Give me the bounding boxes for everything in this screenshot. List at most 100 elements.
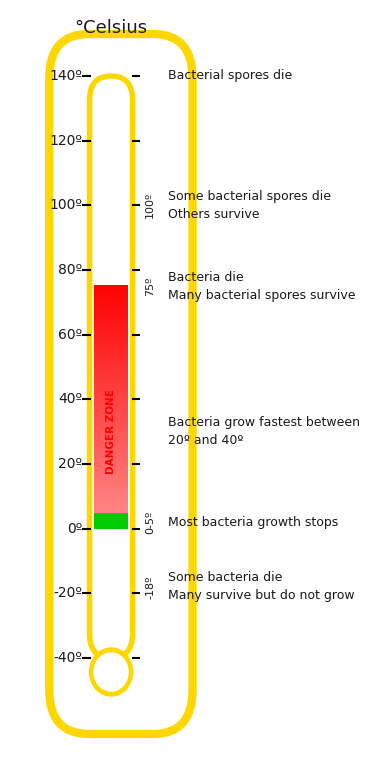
Bar — [94, 360, 128, 365]
Text: 100º: 100º — [50, 199, 83, 213]
Bar — [94, 339, 128, 344]
Bar — [94, 352, 128, 356]
Bar — [94, 379, 128, 383]
Bar — [94, 452, 128, 456]
Bar — [94, 445, 128, 450]
Bar — [94, 430, 128, 435]
Text: 0-5º: 0-5º — [145, 511, 155, 534]
Text: °Celsius: °Celsius — [74, 19, 147, 37]
Bar — [94, 449, 128, 453]
Bar — [94, 366, 128, 371]
Bar — [94, 479, 128, 483]
Bar — [94, 393, 128, 398]
Text: Bacterial spores die: Bacterial spores die — [168, 70, 293, 82]
Text: -20º: -20º — [53, 587, 83, 601]
Bar — [94, 309, 128, 314]
Bar — [94, 415, 128, 420]
Bar — [94, 358, 128, 362]
Bar — [94, 400, 128, 404]
Bar — [94, 330, 128, 334]
Bar — [94, 515, 128, 520]
Bar — [94, 409, 128, 414]
Text: 100º: 100º — [145, 192, 155, 219]
Bar — [94, 524, 128, 528]
Bar — [94, 497, 128, 501]
Bar — [94, 327, 128, 331]
Bar — [94, 291, 128, 295]
Bar — [94, 342, 128, 347]
Bar — [94, 506, 128, 511]
Bar — [94, 433, 128, 438]
Bar — [94, 345, 128, 350]
Text: 80º: 80º — [58, 263, 83, 277]
Bar — [94, 315, 128, 320]
Bar — [94, 460, 128, 465]
Bar — [94, 412, 128, 417]
Bar — [94, 300, 128, 304]
Bar — [94, 306, 128, 310]
Bar — [94, 509, 128, 514]
Bar — [94, 488, 128, 492]
Text: Bacteria die
Many bacterial spores survive: Bacteria die Many bacterial spores survi… — [168, 271, 356, 302]
Bar — [94, 403, 128, 407]
Bar — [94, 421, 128, 425]
Bar — [94, 369, 128, 374]
Circle shape — [89, 648, 132, 696]
Bar — [94, 391, 128, 395]
Bar — [94, 382, 128, 386]
Bar — [94, 336, 128, 341]
Text: DANGER ZONE: DANGER ZONE — [106, 390, 116, 474]
Text: 75º: 75º — [145, 276, 155, 296]
Bar — [94, 512, 128, 517]
Text: -18º: -18º — [145, 575, 155, 598]
Text: 60º: 60º — [58, 327, 83, 341]
Text: 140º: 140º — [50, 69, 83, 83]
Bar — [94, 418, 128, 423]
Bar — [94, 355, 128, 359]
Bar — [94, 312, 128, 317]
Bar — [94, 466, 128, 471]
Bar — [94, 503, 128, 508]
FancyBboxPatch shape — [49, 34, 192, 734]
Bar — [94, 376, 128, 380]
Bar — [94, 455, 128, 459]
Bar — [94, 485, 128, 489]
Bar — [94, 285, 128, 289]
Text: 20º: 20º — [58, 457, 83, 471]
Text: 120º: 120º — [50, 133, 83, 147]
Bar — [94, 512, 128, 528]
Text: -40º: -40º — [53, 651, 83, 665]
Bar — [94, 469, 128, 474]
Bar — [94, 427, 128, 431]
Bar — [94, 473, 128, 477]
Bar — [94, 385, 128, 390]
Bar — [94, 518, 128, 522]
Bar — [94, 294, 128, 298]
Text: 0º: 0º — [67, 521, 83, 535]
Bar — [94, 442, 128, 447]
Bar — [94, 296, 128, 301]
Bar — [94, 388, 128, 392]
FancyBboxPatch shape — [89, 76, 132, 658]
Bar — [94, 521, 128, 525]
Bar — [94, 363, 128, 368]
Text: Most bacteria growth stops: Most bacteria growth stops — [168, 516, 339, 528]
Bar — [94, 406, 128, 411]
Bar — [94, 494, 128, 498]
Bar — [94, 500, 128, 504]
Bar — [94, 288, 128, 293]
Bar — [94, 348, 128, 353]
Text: Some bacteria die
Many survive but do not grow: Some bacteria die Many survive but do no… — [168, 571, 355, 602]
Bar — [94, 424, 128, 428]
Text: Some bacterial spores die
Others survive: Some bacterial spores die Others survive — [168, 190, 331, 221]
Bar — [94, 476, 128, 480]
Bar — [94, 463, 128, 468]
Bar — [94, 397, 128, 401]
Bar — [94, 457, 128, 462]
Text: Bacteria grow fastest between
20º and 40º: Bacteria grow fastest between 20º and 40… — [168, 416, 360, 447]
Bar — [94, 324, 128, 328]
Circle shape — [94, 653, 128, 691]
Bar — [94, 321, 128, 326]
Bar — [94, 333, 128, 338]
Bar — [94, 482, 128, 487]
